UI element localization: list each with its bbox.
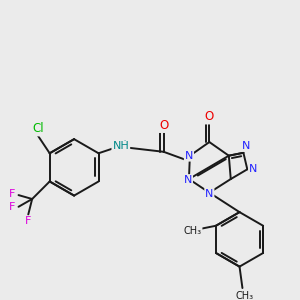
- Text: Cl: Cl: [32, 122, 44, 135]
- Text: N: N: [113, 141, 122, 154]
- Text: N: N: [242, 141, 250, 151]
- Text: O: O: [205, 110, 214, 123]
- Text: F: F: [25, 216, 32, 226]
- Text: NH: NH: [112, 141, 129, 152]
- Text: N: N: [205, 189, 214, 199]
- Text: N: N: [184, 175, 192, 185]
- Text: N: N: [185, 151, 193, 161]
- Text: F: F: [8, 202, 15, 212]
- Text: N: N: [249, 164, 257, 174]
- Text: CH₃: CH₃: [235, 291, 254, 300]
- Text: O: O: [159, 119, 168, 132]
- Text: CH₃: CH₃: [184, 226, 202, 236]
- Text: H: H: [118, 139, 126, 152]
- Text: F: F: [8, 189, 15, 199]
